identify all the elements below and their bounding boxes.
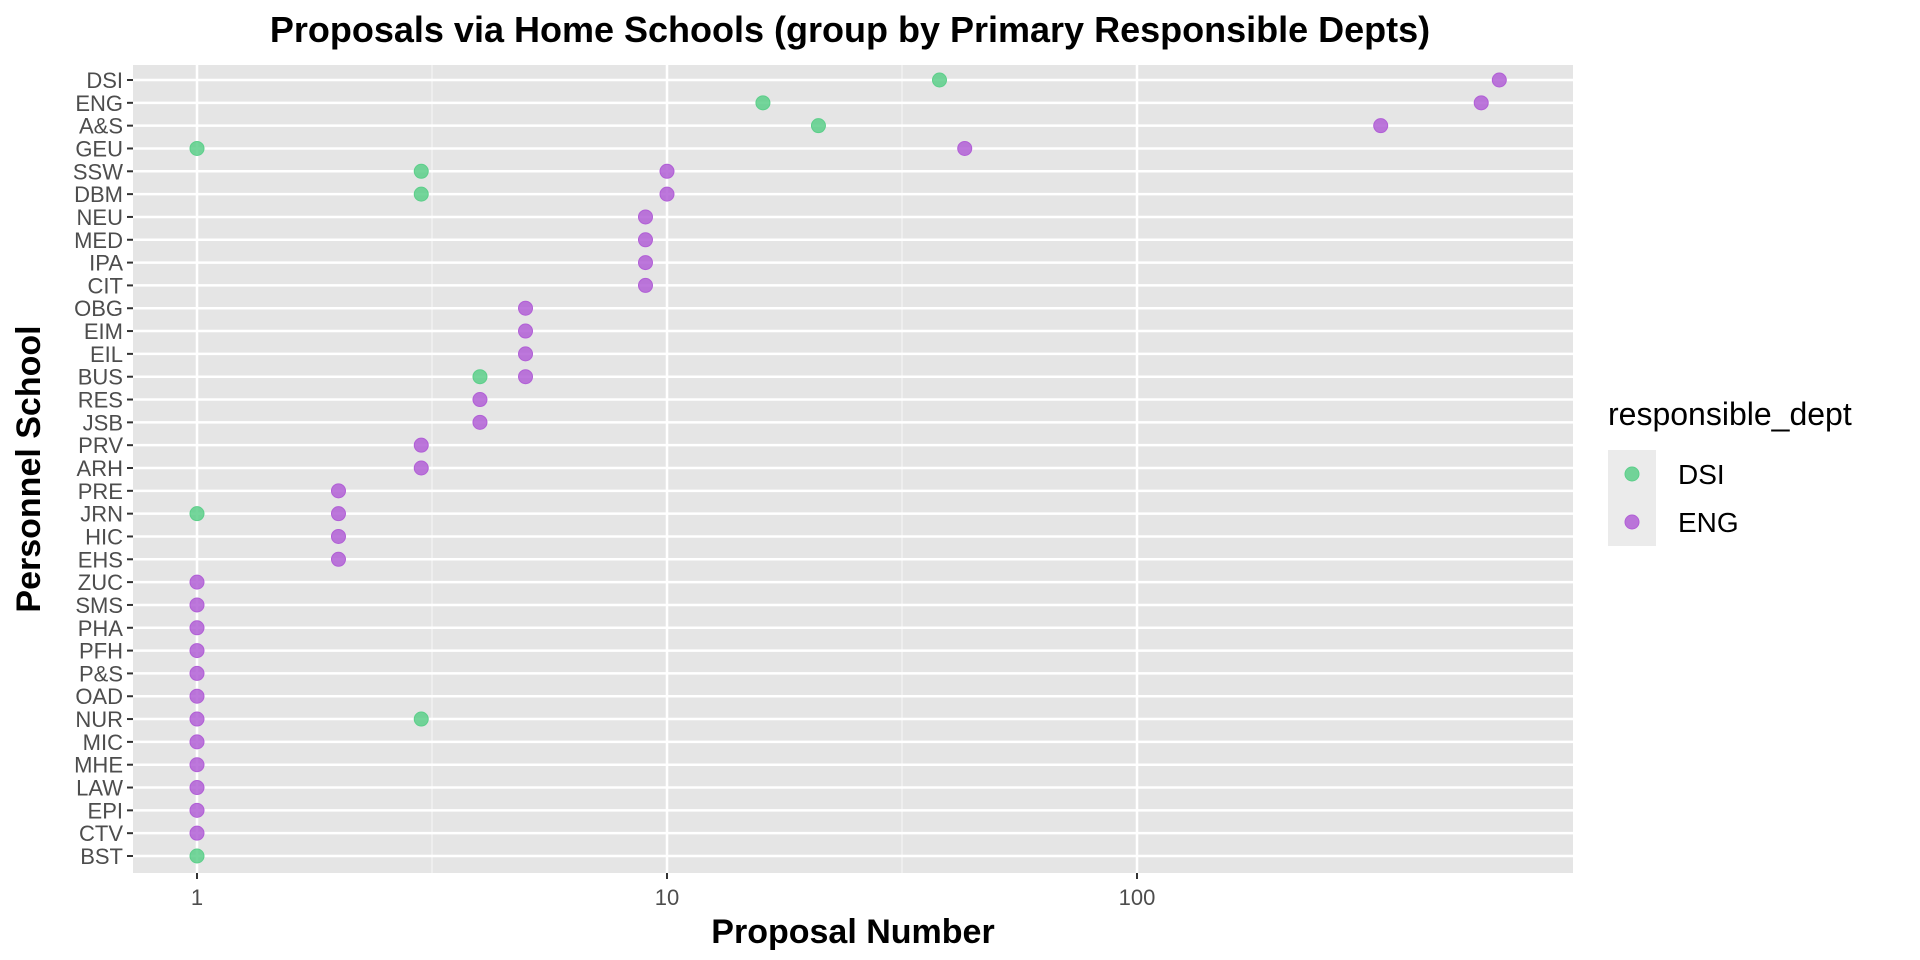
y-tick-label: MHE	[74, 753, 123, 778]
point-eng-obg	[518, 300, 534, 316]
y-tick-label: SSW	[73, 159, 123, 184]
point-eng-ctv	[189, 825, 205, 841]
point-eng-ehs	[330, 551, 346, 567]
y-tick-label: PFH	[79, 639, 123, 664]
y-tick-label: MED	[74, 228, 123, 253]
y-tick-label: CTV	[79, 821, 123, 846]
point-eng-hic	[330, 528, 346, 544]
y-tick-label: ZUC	[78, 570, 123, 595]
point-eng-cit	[637, 277, 653, 293]
x-axis-ticks: 1 10 100	[191, 873, 1155, 910]
point-eng-mhe	[189, 757, 205, 773]
legend-label-dsi: DSI	[1678, 459, 1725, 490]
y-axis-ticks: DSIENGA&SGEUSSWDBMNEUMEDIPACITOBGEIMEILB…	[73, 68, 133, 869]
data-points	[189, 72, 1507, 864]
point-dsi-nur	[413, 711, 429, 727]
point-eng-jsb	[472, 414, 488, 430]
point-eng-pha	[189, 620, 205, 636]
y-tick-label: A&S	[79, 114, 123, 139]
y-tick-label: HIC	[85, 524, 123, 549]
legend-title: responsible_dept	[1608, 396, 1852, 432]
x-tick-label: 100	[1119, 885, 1156, 910]
y-tick-label: EPI	[88, 798, 123, 823]
point-eng-ps	[189, 665, 205, 681]
point-dsi-geu	[189, 140, 205, 156]
y-tick-label: SMS	[75, 593, 123, 618]
x-tick-label: 10	[655, 885, 679, 910]
point-eng-jrn	[330, 506, 346, 522]
y-tick-label: PHA	[78, 616, 124, 641]
major-gridlines	[133, 65, 1573, 873]
point-dsi-ssw	[413, 163, 429, 179]
y-tick-label: LAW	[76, 776, 123, 801]
y-tick-label: RES	[78, 388, 123, 413]
y-tick-label: P&S	[79, 661, 123, 686]
point-eng-med	[637, 232, 653, 248]
y-tick-label: DBM	[74, 182, 123, 207]
point-eng-res	[472, 392, 488, 408]
point-dsi-dsi	[931, 72, 947, 88]
point-eng-bus	[518, 369, 534, 385]
point-eng-geu	[957, 140, 973, 156]
point-eng-neu	[637, 209, 653, 225]
point-eng-eng	[1473, 95, 1489, 111]
y-tick-label: OAD	[75, 684, 123, 709]
point-dsi-eng	[755, 95, 771, 111]
point-eng-eil	[518, 346, 534, 362]
x-tick-label: 1	[191, 885, 203, 910]
legend-key-eng	[1624, 514, 1640, 530]
y-tick-label: DSI	[86, 68, 123, 93]
y-tick-label: IPA	[89, 251, 123, 276]
point-dsi-dbm	[413, 186, 429, 202]
point-eng-zuc	[189, 574, 205, 590]
point-eng-nur	[189, 711, 205, 727]
x-axis-title: Proposal Number	[711, 913, 994, 951]
point-dsi-as	[810, 118, 826, 134]
point-eng-pfh	[189, 643, 205, 659]
point-eng-epi	[189, 802, 205, 818]
point-eng-as	[1373, 118, 1389, 134]
y-tick-label: ENG	[75, 91, 123, 116]
point-eng-mic	[189, 734, 205, 750]
legend: responsible_dept DSI ENG	[1608, 396, 1852, 546]
point-eng-eim	[518, 323, 534, 339]
y-tick-label: PRV	[78, 433, 123, 458]
point-eng-sms	[189, 597, 205, 613]
legend-label-eng: ENG	[1678, 507, 1739, 538]
y-tick-label: EIL	[90, 342, 123, 367]
y-tick-label: BUS	[78, 365, 123, 390]
point-dsi-jrn	[189, 506, 205, 522]
point-eng-arh	[413, 460, 429, 476]
point-eng-ipa	[637, 255, 653, 271]
y-tick-label: PRE	[78, 479, 123, 504]
y-tick-label: NEU	[77, 205, 123, 230]
y-tick-label: BST	[80, 844, 123, 869]
y-tick-label: OBG	[74, 296, 123, 321]
point-eng-law	[189, 780, 205, 796]
point-eng-prv	[413, 437, 429, 453]
y-tick-label: MIC	[83, 730, 123, 755]
point-eng-dsi	[1491, 72, 1507, 88]
point-eng-dbm	[659, 186, 675, 202]
point-eng-oad	[189, 688, 205, 704]
y-axis-title: Personnel School	[10, 325, 48, 612]
y-tick-label: CIT	[88, 273, 123, 298]
y-tick-label: EIM	[84, 319, 123, 344]
point-dsi-bst	[189, 848, 205, 864]
y-tick-label: JSB	[83, 410, 123, 435]
legend-key-background	[1608, 450, 1656, 546]
y-tick-label: EHS	[78, 547, 123, 572]
point-eng-ssw	[659, 163, 675, 179]
chart-title: Proposals via Home Schools (group by Pri…	[270, 9, 1430, 50]
point-eng-pre	[330, 483, 346, 499]
y-tick-label: ARH	[77, 456, 123, 481]
legend-key-dsi	[1624, 466, 1640, 482]
point-dsi-bus	[472, 369, 488, 385]
y-tick-label: GEU	[75, 136, 123, 161]
y-tick-label: JRN	[80, 502, 123, 527]
y-tick-label: NUR	[75, 707, 123, 732]
